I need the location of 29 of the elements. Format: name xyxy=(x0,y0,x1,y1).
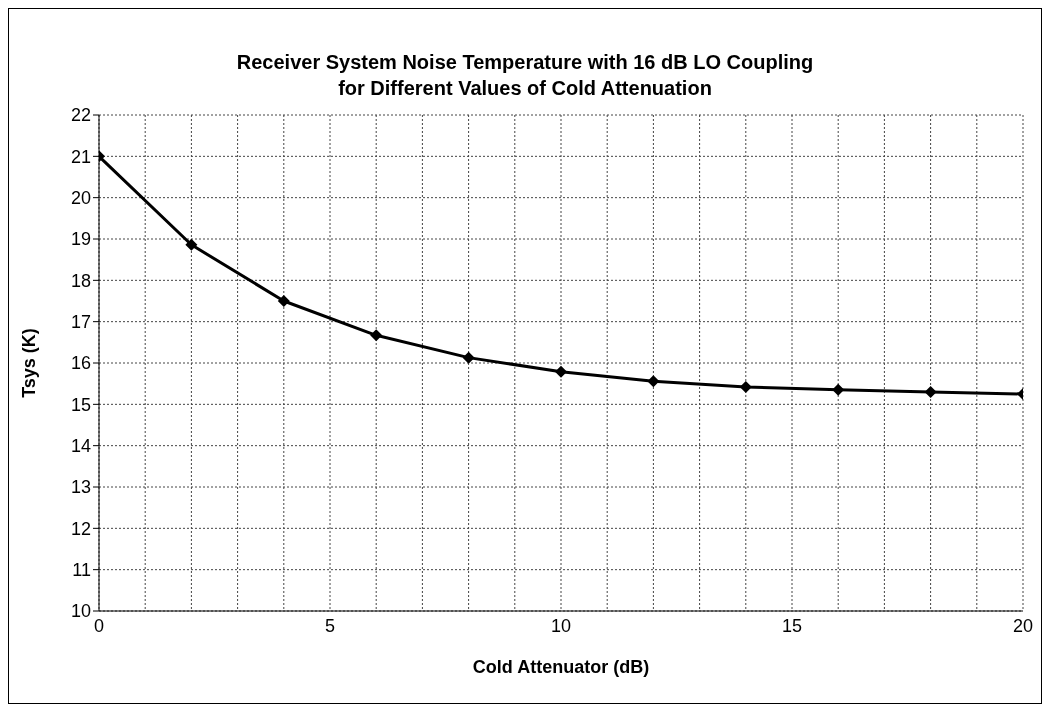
x-tick-label: 10 xyxy=(550,615,572,636)
y-tick-label: 19 xyxy=(70,229,91,250)
x-axis-title: Cold Attenuator (dB) xyxy=(472,657,650,677)
y-tick-label: 10 xyxy=(70,601,91,622)
point xyxy=(832,383,845,396)
x-tick-label: 0 xyxy=(93,615,105,636)
y-tick-label: 11 xyxy=(72,560,91,581)
y-tick-label: 17 xyxy=(70,312,91,333)
chart-title: Receiver System Noise Temperature with 16 dB LO Coupling for Different Values of Cold Attenuation xyxy=(235,50,815,101)
y-tick-label: 12 xyxy=(70,518,91,539)
point xyxy=(555,365,567,378)
y-tick-label: 16 xyxy=(70,353,91,374)
y-tick-label: 22 xyxy=(70,105,91,126)
y-tick-label: 21 xyxy=(70,146,91,167)
y-tick-label: 15 xyxy=(70,394,91,415)
point xyxy=(924,385,937,398)
point xyxy=(647,375,660,388)
y-axis-title: Tsys (K) xyxy=(19,328,40,398)
x-tick-label: 20 xyxy=(1012,615,1034,636)
point xyxy=(462,351,475,364)
y-tick-label: 18 xyxy=(70,270,91,291)
x-tick-label: 5 xyxy=(324,615,336,636)
y-tick-label: 20 xyxy=(70,188,91,209)
y-tick-label: 13 xyxy=(70,477,91,498)
point xyxy=(370,329,383,342)
x-tick-label: 15 xyxy=(781,615,803,636)
point xyxy=(277,295,290,307)
y-tick-label: 14 xyxy=(70,436,91,457)
point xyxy=(185,238,198,251)
